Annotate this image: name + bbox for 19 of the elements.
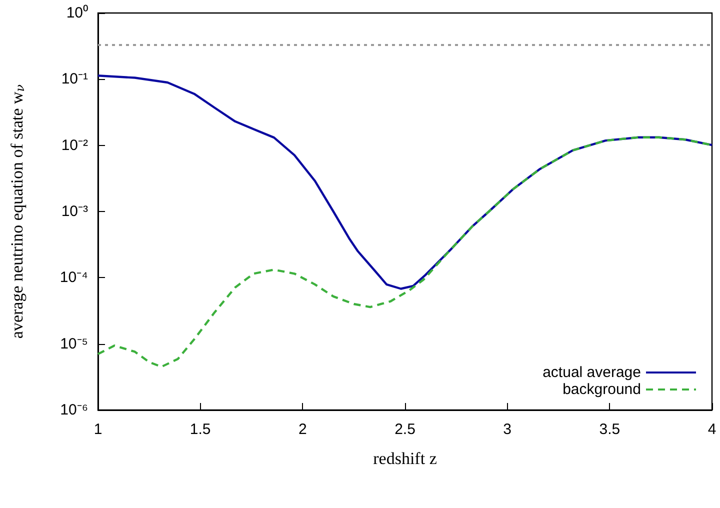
y-tick-label: 10⁰: [66, 4, 88, 22]
x-tick-label: 1: [94, 421, 102, 438]
y-tick-label: 10⁻²: [61, 136, 88, 154]
y-tick-label: 10⁻¹: [61, 70, 88, 88]
y-axis-title: average neutrino equation of state wν: [8, 84, 27, 339]
x-tick-label: 4: [708, 421, 716, 438]
legend-label: background: [562, 381, 641, 398]
x-tick-label: 3.5: [599, 421, 620, 438]
x-tick-label: 1.5: [190, 421, 211, 438]
y-tick-label: 10⁻⁴: [60, 269, 88, 286]
x-tick-label: 2.5: [394, 421, 416, 438]
y-tick-label: 10⁻⁵: [60, 335, 88, 352]
x-tick-label: 2: [298, 421, 307, 438]
line-series: [96, 74, 714, 290]
legend-label: actual average: [542, 364, 641, 381]
x-axis-title: redshift z: [373, 449, 438, 468]
y-tick-label: 10⁻⁶: [60, 402, 88, 418]
x-tick-label: 3: [503, 421, 512, 438]
y-tick-label: 10⁻³: [61, 203, 88, 220]
